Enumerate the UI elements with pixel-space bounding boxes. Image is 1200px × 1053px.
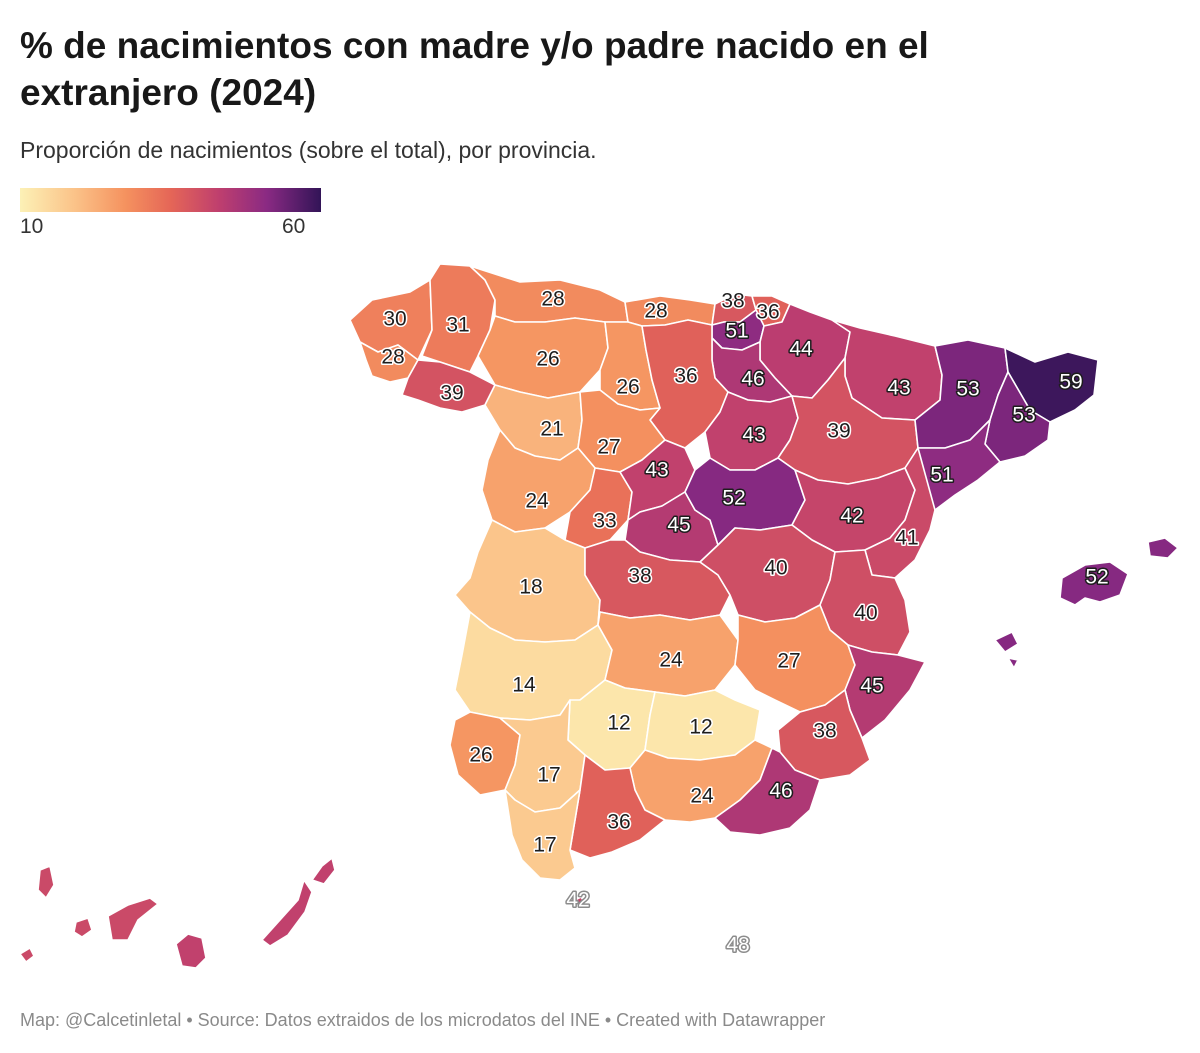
province-cadiz[interactable]	[504, 789, 581, 881]
footer-credits: Map: @Calcetinletal • Source: Datos extr…	[20, 1010, 826, 1030]
value-label-zaragoza: 39	[827, 420, 850, 443]
value-label-castellon: 41	[895, 527, 918, 550]
value-label-illes-balears: 52	[1085, 566, 1108, 589]
value-label-murcia: 38	[813, 720, 836, 743]
value-label-guadalajara: 52	[722, 487, 745, 510]
value-label-barcelona: 53	[1012, 404, 1035, 427]
color-legend-bar	[20, 188, 321, 212]
legend-max-label: 60	[282, 215, 306, 238]
value-label-la-rioja: 46	[741, 368, 764, 391]
value-label-leon: 26	[536, 348, 559, 371]
province-alicante[interactable]	[844, 644, 926, 739]
value-label-cantabria: 28	[644, 300, 667, 323]
value-label-cadiz: 17	[533, 834, 556, 857]
province-illes-balears[interactable]	[994, 537, 1179, 669]
value-label-ciudad-real: 24	[659, 649, 683, 672]
value-label-tarragona: 51	[930, 464, 953, 487]
value-label-asturias: 28	[541, 288, 564, 311]
value-label-girona: 59	[1059, 371, 1082, 394]
chart-title: % de nacimientos con madre y/o padre nac…	[20, 25, 929, 113]
value-label-alava: 51	[725, 320, 748, 343]
province-cantabria[interactable]	[624, 295, 716, 327]
province-leon[interactable]	[477, 315, 609, 399]
value-label-malaga: 36	[607, 811, 630, 834]
value-label-huelva: 26	[469, 744, 492, 767]
value-label-teruel: 42	[840, 505, 863, 528]
province-murcia[interactable]	[777, 689, 871, 781]
value-label-avila: 33	[593, 510, 616, 533]
value-label-lugo: 31	[446, 314, 469, 337]
value-label-burgos: 36	[674, 365, 697, 388]
value-label-badajoz: 14	[512, 674, 536, 697]
value-label-sevilla: 17	[537, 764, 560, 787]
value-label-albacete: 27	[777, 650, 800, 673]
value-label-caceres: 18	[519, 576, 542, 599]
province-melilla[interactable]	[734, 942, 744, 951]
value-label-a-coruna: 30	[383, 308, 406, 331]
province-barcelona[interactable]	[984, 371, 1051, 463]
value-label-ourense: 39	[440, 382, 463, 405]
legend-min-label: 10	[20, 215, 44, 238]
value-label-alicante: 45	[860, 675, 883, 698]
value-label-melilla: 48	[726, 934, 749, 957]
value-label-bizkaia: 38	[721, 290, 744, 313]
value-label-almeria: 46	[769, 780, 792, 803]
value-label-huesca: 43	[887, 377, 910, 400]
province-santa-cruz-de-tenerife[interactable]	[19, 865, 159, 963]
value-label-soria: 43	[742, 424, 765, 447]
value-label-lleida: 53	[956, 378, 979, 401]
value-label-cordoba: 12	[607, 712, 630, 735]
province-ceuta[interactable]	[574, 896, 586, 906]
value-label-navarra: 44	[789, 338, 813, 361]
value-label-salamanca: 24	[525, 490, 549, 513]
province-las-palmas[interactable]	[175, 857, 336, 969]
chart-subtitle: Proporción de nacimientos (sobre el tota…	[20, 137, 597, 163]
province-almeria[interactable]	[714, 747, 821, 836]
value-label-valladolid: 27	[597, 436, 620, 459]
value-label-jaen: 12	[689, 716, 712, 739]
value-label-cuenca: 40	[764, 557, 787, 580]
value-label-pontevedra: 28	[381, 346, 404, 369]
value-label-segovia: 43	[645, 459, 668, 482]
value-label-toledo: 38	[628, 565, 651, 588]
value-label-zamora: 21	[540, 418, 563, 441]
value-label-madrid: 45	[667, 514, 690, 537]
value-label-gipuzkoa: 36	[756, 301, 779, 324]
value-label-ceuta: 42	[566, 889, 589, 912]
value-label-valencia: 40	[854, 602, 877, 625]
value-label-granada: 24	[690, 785, 714, 808]
value-label-palencia: 26	[616, 376, 639, 399]
